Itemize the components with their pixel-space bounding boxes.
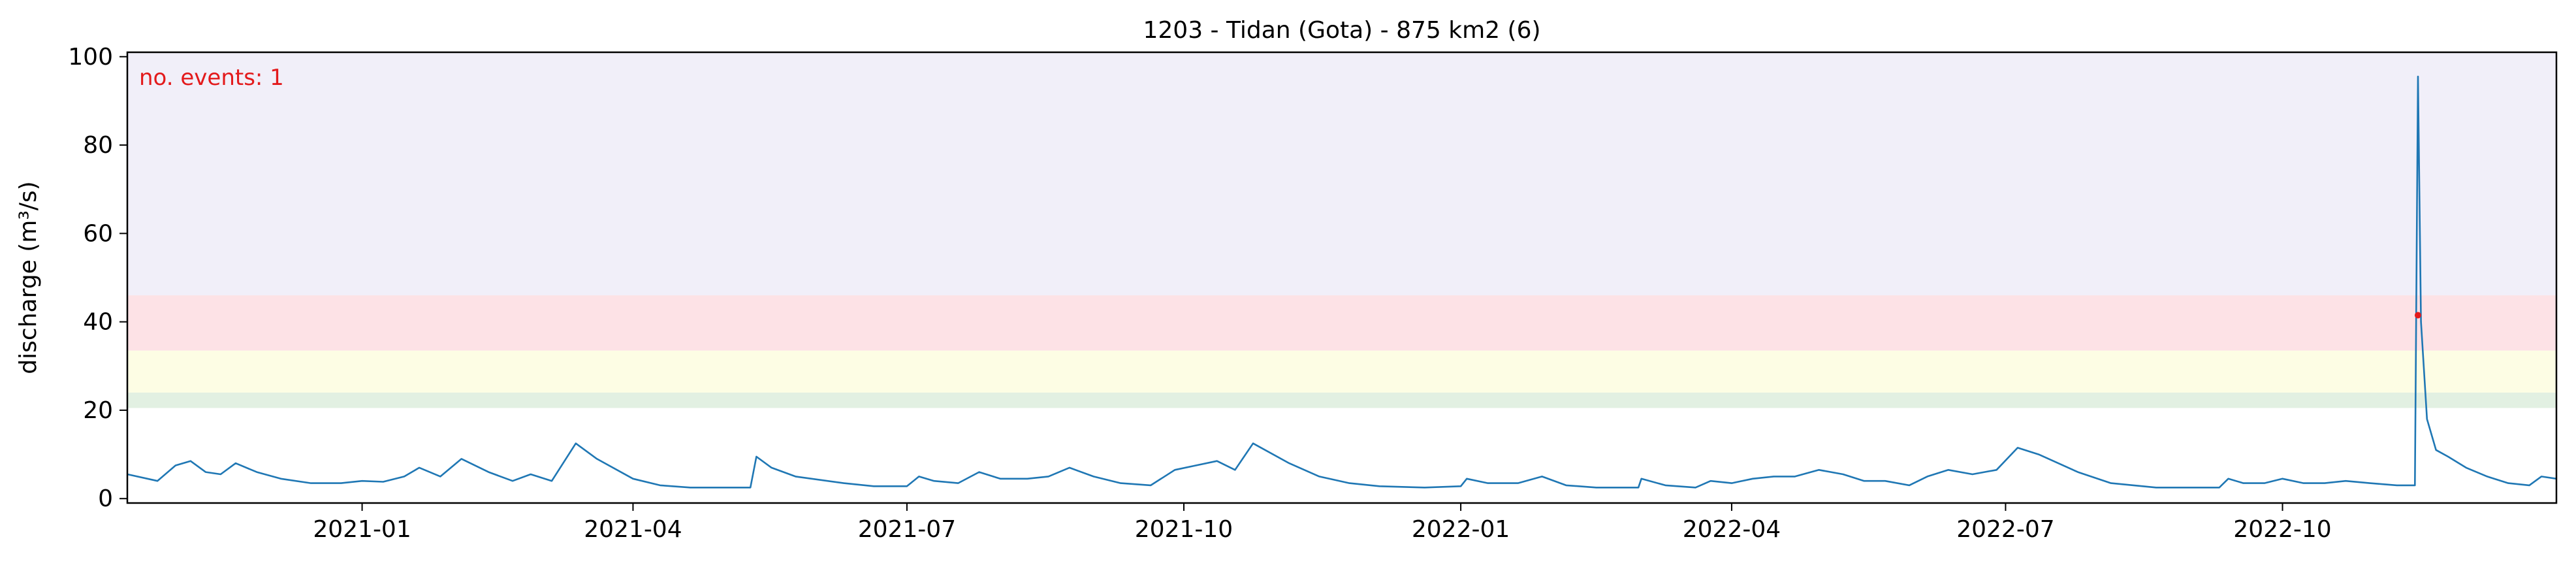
y-tick-label: 100 [68,44,113,71]
threshold-bands [127,52,2556,408]
y-tick-label: 20 [83,397,113,424]
event-marker-point [2414,312,2421,319]
x-tick-label: 2022-04 [1683,516,1781,543]
y-tick-label: 80 [83,132,113,159]
x-axis-ticks: 2021-01 2021-04 2021-07 2021-10 2022-01 2022-… [313,503,2332,543]
y-tick-label: 60 [83,220,113,247]
threshold-band-3 [127,52,2556,296]
y-axis-ticks: 0 20 40 60 80 100 [68,44,127,512]
y-axis-label: discharge (m³/s) [15,181,42,374]
events-annotation: no. events: 1 [139,65,284,91]
x-tick-label: 2022-07 [1956,516,2054,543]
x-tick-label: 2021-01 [313,516,411,543]
threshold-band-1 [127,350,2556,393]
threshold-band-2 [127,295,2556,351]
x-tick-label: 2022-01 [1412,516,1510,543]
axes-frame [126,51,2558,504]
chart-title: 1203 - Tidan (Gota) - 875 km2 (6) [1143,17,1540,44]
event-marker-layer [2414,312,2421,319]
y-tick-label: 40 [83,309,113,336]
x-tick-label: 2021-10 [1135,516,1233,543]
series-layer [127,75,2557,489]
x-tick-label: 2022-10 [2233,516,2331,543]
x-tick-label: 2021-04 [584,516,682,543]
threshold-band-0 [127,392,2556,408]
discharge-series-line [127,75,2557,489]
x-tick-label: 2021-07 [858,516,956,543]
y-tick-label: 0 [98,485,113,512]
